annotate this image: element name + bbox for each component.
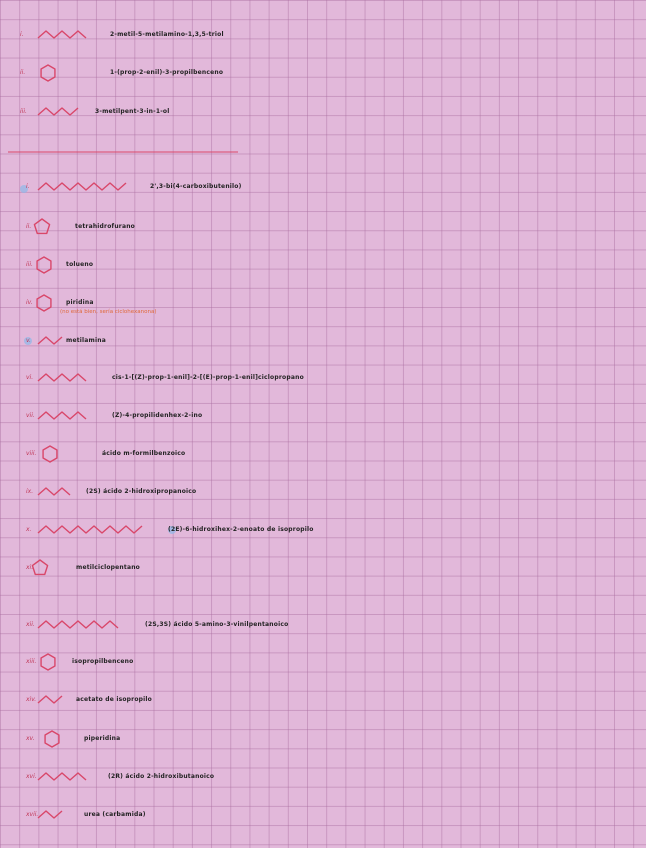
compound-name: tolueno bbox=[66, 261, 94, 268]
item-numeral: x. bbox=[26, 526, 32, 533]
ring bbox=[36, 294, 52, 312]
structure bbox=[37, 487, 71, 496]
compound-name: cis-1-[(Z)-prop-1-enil]-2-[(E)-prop-1-en… bbox=[112, 374, 304, 381]
item-numeral: xiii. bbox=[26, 658, 37, 665]
structure bbox=[37, 182, 127, 191]
ring bbox=[33, 218, 51, 235]
compound-name: ácido m-formilbenzoico bbox=[102, 450, 186, 457]
item-numeral: xv. bbox=[26, 735, 35, 742]
compound-name: acetato de isopropilo bbox=[76, 696, 152, 703]
structure bbox=[37, 695, 63, 704]
compound-name: tetrahidrofurano bbox=[75, 223, 136, 230]
item-numeral: xiv. bbox=[26, 696, 37, 703]
compound-name: piperidina bbox=[84, 735, 121, 742]
structure bbox=[37, 373, 87, 382]
ring bbox=[36, 256, 52, 274]
item-numeral: xi. bbox=[26, 564, 34, 571]
item-numeral: vi. bbox=[26, 374, 34, 381]
structure bbox=[37, 525, 143, 534]
structure bbox=[37, 810, 63, 819]
item-numeral: ii. bbox=[20, 69, 26, 76]
item-numeral: iii. bbox=[20, 108, 27, 115]
compound-name: (2E)-6-hidroxihex-2-enoato de isopropilo bbox=[168, 526, 314, 533]
compound-name: (Z)-4-propilidenhex-2-ino bbox=[112, 412, 203, 419]
highlight bbox=[20, 185, 28, 193]
structure bbox=[37, 411, 87, 420]
item-numeral: xvi. bbox=[26, 773, 37, 780]
item-numeral: viii. bbox=[26, 450, 37, 457]
ring bbox=[42, 445, 58, 463]
item-numeral: iii. bbox=[26, 261, 33, 268]
item-numeral: iv. bbox=[26, 299, 33, 306]
ring bbox=[31, 559, 49, 576]
compound-name: isopropilbenceno bbox=[72, 658, 134, 665]
item-numeral: i. bbox=[26, 183, 30, 190]
item-numeral: i. bbox=[20, 31, 24, 38]
compound-name: metilciclopentano bbox=[76, 564, 140, 571]
structure bbox=[37, 30, 87, 39]
ring bbox=[40, 64, 56, 82]
item-numeral: vii. bbox=[26, 412, 35, 419]
structure bbox=[37, 620, 119, 629]
highlight bbox=[24, 337, 32, 345]
compound-name: metilamina bbox=[66, 337, 106, 344]
compound-name: 1-(prop-2-enil)-3-propilbenceno bbox=[110, 69, 224, 76]
structure bbox=[37, 772, 87, 781]
item-numeral: xvii. bbox=[26, 811, 39, 818]
compound-name: 3-metilpent-3-in-1-ol bbox=[95, 108, 170, 115]
highlight bbox=[168, 526, 176, 534]
item-numeral: xii. bbox=[26, 621, 35, 628]
compound-name: (2S) ácido 2-hidroxipropanoico bbox=[86, 488, 197, 495]
item-numeral: ix. bbox=[26, 488, 34, 495]
item-numeral: v. bbox=[26, 337, 31, 344]
compound-name: 2-metil-5-metilamino-1,3,5-triol bbox=[110, 31, 224, 38]
ring bbox=[44, 730, 60, 748]
ring bbox=[40, 653, 56, 671]
structure bbox=[37, 107, 79, 116]
structure bbox=[37, 336, 63, 345]
compound-name: piridina bbox=[66, 299, 94, 306]
compound-name: 2',3-bi(4-carboxibutenilo) bbox=[150, 183, 242, 190]
correction-note: (no está bien, sería ciclohexanona) bbox=[60, 309, 157, 315]
compound-name: (2S,3S) ácido 5-amino-3-vinilpentanoico bbox=[145, 621, 289, 628]
item-numeral: ii. bbox=[26, 223, 32, 230]
compound-name: urea (carbamida) bbox=[84, 811, 146, 818]
compound-name: (2R) ácido 2-hidroxibutanoico bbox=[108, 773, 215, 780]
